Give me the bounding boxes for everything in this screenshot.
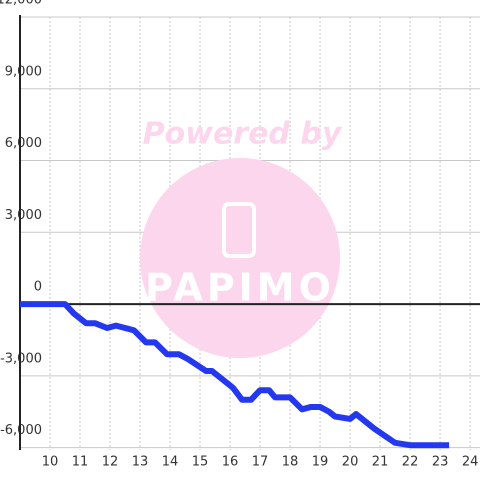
x-tick-label: 12	[102, 455, 119, 470]
data-line	[20, 301, 450, 449]
x-tick-label: 21	[372, 455, 389, 470]
x-tick-label: 24	[462, 455, 479, 470]
y-tick-label: -3,000	[0, 351, 42, 366]
x-tick-label: 22	[402, 455, 419, 470]
watermark-text: Powered by	[143, 117, 343, 152]
y-tick-label: 9,000	[5, 64, 42, 79]
x-tick-label: 18	[282, 455, 299, 470]
y-tick-label: 6,000	[5, 136, 42, 151]
x-tick-label: 23	[432, 455, 449, 470]
watermark-logo: PAPIMO	[145, 266, 335, 310]
x-tick-label: 10	[42, 455, 59, 470]
y-tick-label: 12,000	[0, 0, 42, 8]
x-tick-label: 15	[192, 455, 209, 470]
y-tick-label: 0	[34, 280, 42, 295]
x-tick-label: 16	[222, 455, 239, 470]
x-tick-label: 14	[162, 455, 179, 470]
x-tick-label: 19	[312, 455, 329, 470]
y-tick-label: 3,000	[5, 208, 42, 223]
watermark: Powered by PAPIMO	[140, 117, 343, 358]
x-tick-label: 20	[342, 455, 359, 470]
y-tick-label: -6,000	[0, 423, 42, 438]
watermark-icon	[222, 202, 256, 258]
x-tick-label: 11	[72, 455, 89, 470]
x-tick-label: 13	[132, 455, 149, 470]
x-tick-label: 17	[252, 455, 269, 470]
